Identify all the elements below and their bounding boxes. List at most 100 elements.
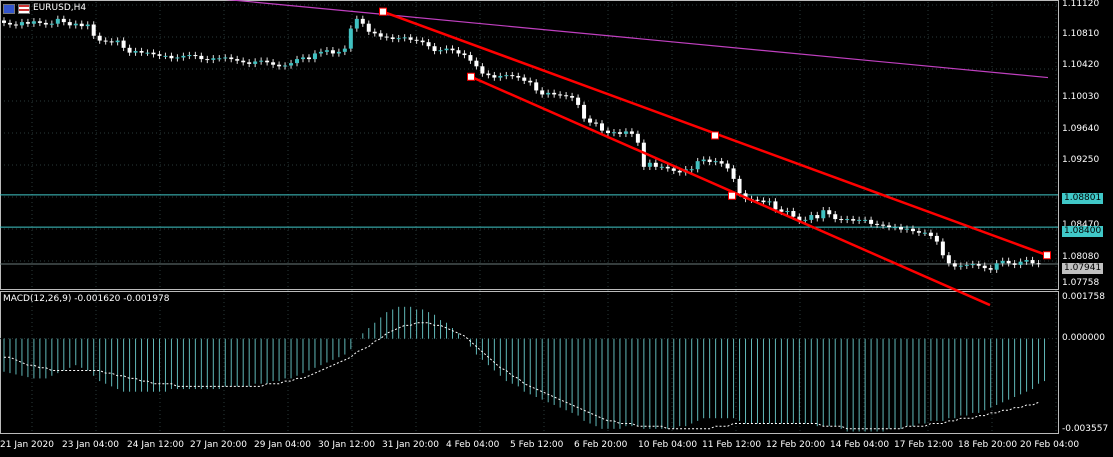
candle-body bbox=[277, 64, 282, 67]
eu-flag-icon bbox=[3, 3, 15, 14]
candle-body bbox=[342, 48, 347, 52]
candle-body bbox=[474, 60, 479, 67]
candle-body bbox=[283, 65, 288, 67]
candle-body bbox=[653, 162, 658, 167]
candle-body bbox=[558, 94, 563, 96]
candle-body bbox=[312, 53, 317, 60]
macd-signal-line bbox=[4, 322, 1039, 430]
horizontal-line-price-tag[interactable]: 1.08801 bbox=[1062, 193, 1103, 204]
candle-body bbox=[229, 57, 234, 60]
channel-lower-line bbox=[470, 75, 991, 307]
candle-body bbox=[259, 60, 264, 62]
candle-body bbox=[438, 50, 443, 52]
candle-body bbox=[522, 77, 527, 81]
price-axis-label: 1.10030 bbox=[1062, 92, 1100, 102]
candle-body bbox=[336, 51, 341, 54]
candle-body bbox=[534, 82, 539, 91]
candle-body bbox=[671, 168, 676, 171]
candle-body bbox=[360, 18, 365, 24]
candle-body bbox=[324, 50, 329, 52]
candle-body bbox=[115, 40, 120, 43]
candle-body bbox=[247, 62, 252, 64]
time-axis-label: 31 Jan 20:00 bbox=[382, 440, 439, 450]
candle-body bbox=[372, 31, 377, 34]
candle-body bbox=[1012, 263, 1017, 265]
candle-body bbox=[893, 227, 898, 229]
time-axis-label: 11 Feb 12:00 bbox=[702, 440, 762, 450]
candle-body bbox=[582, 104, 587, 119]
price-axis-label: 1.10420 bbox=[1062, 60, 1100, 70]
candle-body bbox=[498, 75, 503, 78]
time-axis-label: 17 Feb 12:00 bbox=[894, 440, 954, 450]
candle-body bbox=[875, 223, 880, 225]
candle-body bbox=[25, 22, 30, 24]
candle-body bbox=[450, 48, 455, 51]
candle-body bbox=[2, 20, 6, 23]
candle-body bbox=[211, 58, 216, 60]
candle-body bbox=[982, 265, 987, 269]
candle-body bbox=[665, 166, 670, 169]
candle-body bbox=[55, 18, 60, 24]
candle-body bbox=[910, 228, 915, 232]
candle-body bbox=[253, 61, 258, 64]
candle-body bbox=[79, 23, 84, 27]
candle-body bbox=[869, 219, 874, 224]
candle-body bbox=[468, 55, 473, 61]
time-axis-label: 6 Feb 20:00 bbox=[574, 440, 628, 450]
candle-body bbox=[707, 159, 712, 162]
channel-anchor-handle bbox=[1043, 251, 1051, 260]
candle-body bbox=[516, 75, 521, 78]
candle-body bbox=[863, 219, 868, 221]
candle-body bbox=[301, 57, 305, 60]
candle-body bbox=[223, 57, 228, 59]
candle-body bbox=[970, 264, 975, 266]
candle-body bbox=[940, 241, 945, 256]
candle-body bbox=[623, 131, 628, 134]
candle-body bbox=[594, 122, 599, 124]
macd-indicator-label: MACD(12,26,9) -0.001620 -0.001978 bbox=[3, 294, 170, 304]
candle-body bbox=[761, 200, 766, 203]
candle-body bbox=[486, 73, 491, 76]
candle-body bbox=[647, 162, 652, 167]
chart-title-bar: EURUSD,H4 bbox=[3, 2, 86, 15]
candle-body bbox=[928, 232, 933, 236]
candle-body bbox=[510, 75, 515, 77]
candle-body bbox=[462, 53, 467, 56]
candle-body bbox=[617, 132, 622, 134]
candle-body bbox=[456, 50, 461, 54]
candle-body bbox=[187, 55, 192, 57]
candle-body bbox=[7, 22, 12, 25]
us-flag-icon bbox=[18, 3, 30, 14]
candle-body bbox=[588, 118, 593, 123]
time-axis-label: 29 Jan 04:00 bbox=[254, 440, 311, 450]
macd-axis-label: -0.003557 bbox=[1062, 424, 1109, 434]
candle-body bbox=[492, 75, 497, 78]
candle-body bbox=[504, 75, 509, 77]
time-axis-label: 20 Feb 04:00 bbox=[1020, 440, 1080, 450]
candle-body bbox=[833, 214, 838, 220]
time-axis-label: 14 Feb 04:00 bbox=[830, 440, 890, 450]
candle-body bbox=[904, 228, 909, 230]
time-axis-label: 18 Feb 20:00 bbox=[958, 440, 1018, 450]
horizontal-line-price-tag[interactable]: 1.08400 bbox=[1062, 226, 1103, 237]
candle-body bbox=[408, 37, 413, 40]
candle-body bbox=[785, 211, 790, 213]
candle-body bbox=[306, 57, 311, 60]
candle-body bbox=[821, 210, 826, 219]
candle-body bbox=[570, 96, 575, 98]
candle-body bbox=[719, 161, 724, 164]
candle-body bbox=[444, 48, 449, 51]
candle-body bbox=[605, 130, 610, 134]
time-axis-label: 5 Feb 12:00 bbox=[510, 440, 564, 450]
candle-body bbox=[61, 18, 66, 23]
candle-body bbox=[73, 23, 78, 26]
time-axis-label: 4 Feb 04:00 bbox=[446, 440, 500, 450]
candle-body bbox=[797, 216, 802, 221]
macd-axis-label: 0.001758 bbox=[1062, 292, 1105, 302]
candle-body bbox=[725, 163, 730, 169]
candle-body bbox=[827, 210, 832, 215]
time-axis-label: 10 Feb 04:00 bbox=[638, 440, 698, 450]
candle-body bbox=[809, 215, 814, 220]
